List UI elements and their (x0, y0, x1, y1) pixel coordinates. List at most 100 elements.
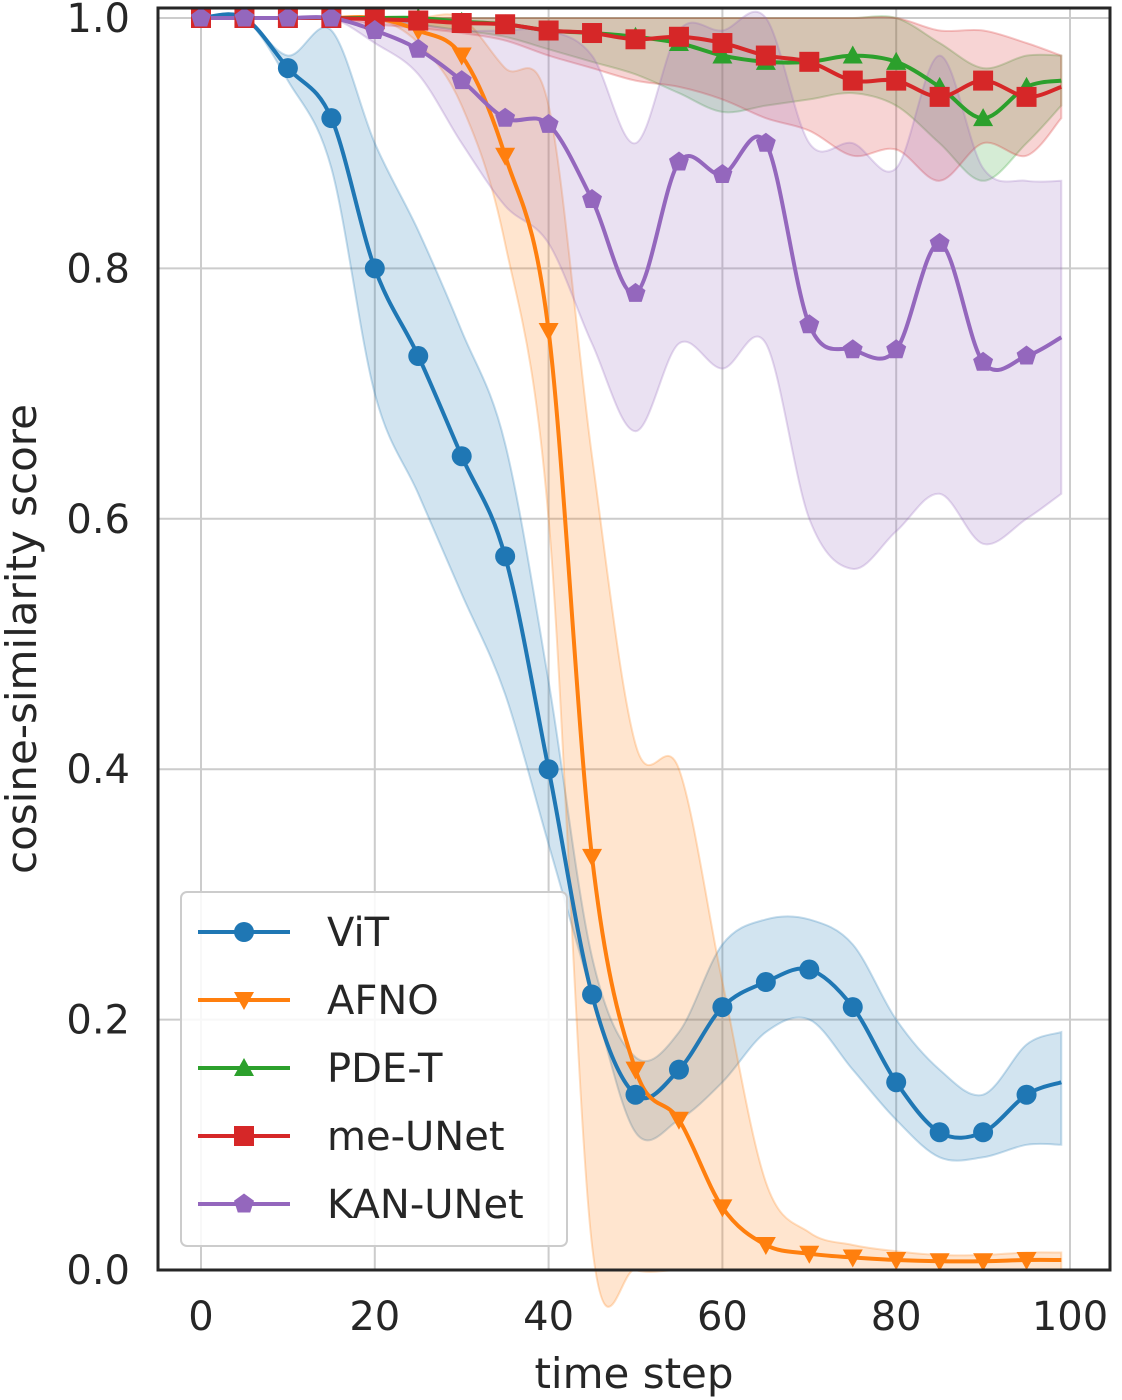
point-vit (321, 108, 342, 129)
x-tick-label: 60 (697, 1294, 748, 1340)
point-kan-unet (755, 132, 776, 152)
legend-entry-afno: AFNO (198, 978, 439, 1024)
point-vit (408, 346, 429, 367)
legend-entry-pde-t: PDE-T (198, 1046, 443, 1092)
point-afno (929, 1253, 950, 1272)
legend-label-vit: ViT (327, 910, 390, 956)
point-afno (1016, 1251, 1037, 1270)
point-vit (973, 1122, 994, 1143)
x-tick-label: 40 (523, 1294, 574, 1340)
point-pde-t (886, 51, 907, 70)
point-vit (625, 1084, 646, 1105)
point-kan-unet (929, 232, 950, 252)
point-vit (712, 997, 733, 1018)
legend-box (180, 891, 568, 1247)
point-kan-unet (886, 339, 907, 359)
legend-entry-kan-unet: KAN-UNet (198, 1182, 524, 1228)
point-vit (538, 759, 559, 780)
point-vit (451, 446, 472, 467)
point-kan-unet (842, 339, 863, 359)
legend-marker-kan-unet (234, 1193, 254, 1213)
legend: ViT AFNO PDE-T me-UNet KAN-UNet (180, 891, 568, 1247)
point-vit (582, 984, 603, 1005)
point-kan-unet (799, 314, 820, 334)
legend-label-me-unet: me-UNet (327, 1114, 505, 1160)
point-me-unet (799, 51, 820, 72)
legend-label-pde-t: PDE-T (327, 1046, 443, 1092)
point-pde-t (842, 45, 863, 64)
point-kan-unet (669, 151, 689, 171)
y-tick-label: 1.0 (66, 0, 130, 42)
point-kan-unet (451, 70, 472, 90)
point-me-unet (712, 33, 733, 54)
x-tick-label: 100 (1032, 1294, 1108, 1340)
point-me-unet (625, 29, 646, 50)
point-pde-t (973, 108, 994, 127)
point-kan-unet (191, 7, 211, 27)
point-vit (929, 1122, 950, 1143)
point-vit (495, 546, 516, 567)
point-me-unet (842, 70, 863, 91)
x-axis-ticks: 0 20 40 60 80 100 (188, 1294, 1108, 1340)
point-afno (755, 1236, 776, 1255)
band-vit (200, 12, 1063, 1162)
legend-label-kan-unet: KAN-UNet (327, 1182, 524, 1228)
point-me-unet (495, 14, 516, 35)
point-vit (886, 1072, 907, 1093)
x-tick-label: 80 (871, 1294, 922, 1340)
legend-entry-vit: ViT (198, 910, 390, 956)
point-me-unet (408, 10, 429, 31)
point-me-unet (973, 70, 994, 91)
point-kan-unet (973, 351, 994, 371)
x-axis-title: time step (534, 1349, 733, 1398)
x-tick-label: 20 (349, 1294, 400, 1340)
y-tick-label: 0.2 (66, 998, 130, 1044)
plot-frame (156, 6, 1112, 1272)
point-afno (973, 1253, 994, 1272)
point-vit (755, 972, 776, 993)
point-me-unet (886, 70, 907, 91)
point-kan-unet (1016, 345, 1037, 365)
legend-label-afno: AFNO (327, 978, 439, 1024)
point-vit (842, 997, 863, 1018)
band-afno (201, 13, 1063, 1308)
point-afno (582, 848, 603, 867)
legend-marker-vit (234, 922, 254, 942)
point-vit (364, 258, 385, 279)
point-afno (538, 323, 559, 341)
legend-marker-afno (234, 992, 254, 1010)
point-vit (1016, 1084, 1037, 1105)
point-kan-unet (495, 107, 516, 127)
legend-entry-me-unet: me-UNet (198, 1114, 505, 1160)
y-tick-label: 0.8 (66, 246, 130, 292)
point-vit (668, 1059, 689, 1080)
point-me-unet (929, 86, 950, 107)
point-afno (495, 147, 516, 166)
point-pde-t (712, 45, 733, 64)
point-me-unet (538, 20, 559, 41)
point-kan-unet (712, 164, 733, 183)
point-afno (799, 1245, 820, 1264)
y-tick-label: 0.4 (66, 747, 130, 793)
point-me-unet (582, 23, 603, 44)
point-afno (668, 1111, 689, 1130)
point-afno (842, 1249, 863, 1268)
x-tick-label: 0 (188, 1294, 213, 1340)
point-afno (712, 1199, 733, 1218)
point-kan-unet (234, 7, 255, 27)
y-axis-ticks: 0.0 0.2 0.4 0.6 0.8 1.0 (66, 0, 130, 1294)
point-kan-unet (364, 20, 385, 39)
point-kan-unet (408, 38, 429, 58)
point-kan-unet (582, 189, 602, 208)
point-me-unet (1016, 86, 1037, 107)
point-kan-unet (277, 7, 298, 27)
point-afno (625, 1061, 646, 1080)
legend-marker-pde-t (234, 1058, 254, 1076)
series-markers (191, 7, 1037, 1272)
point-me-unet (755, 45, 776, 66)
y-tick-label: 0.0 (66, 1248, 130, 1294)
point-vit (799, 959, 820, 980)
point-afno (886, 1251, 907, 1270)
point-vit (277, 58, 298, 79)
point-kan-unet (538, 113, 559, 133)
